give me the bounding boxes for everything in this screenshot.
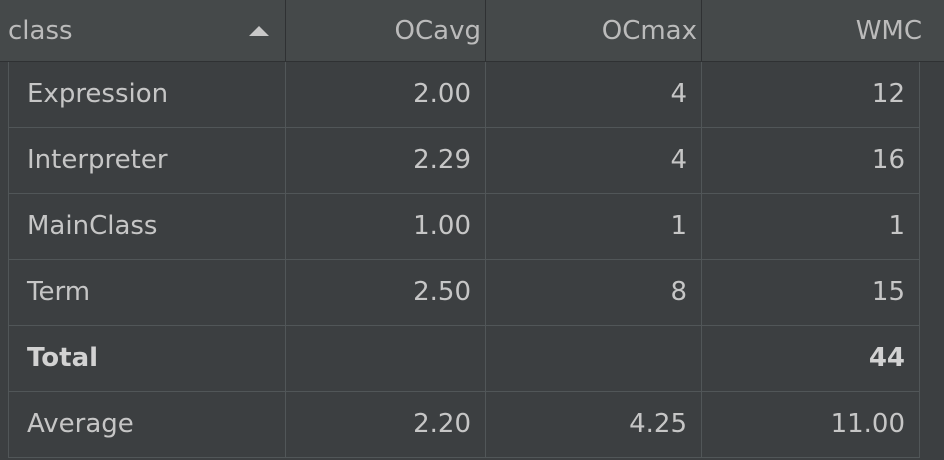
cell-wmc: 16	[702, 128, 920, 193]
cell-ocmax: 4.25	[486, 392, 702, 457]
cell-ocavg: 2.50	[286, 260, 486, 325]
cell-wmc: 15	[702, 260, 920, 325]
table-row[interactable]: Term 2.50 8 15	[8, 260, 920, 326]
cell-ocmax: 1	[486, 194, 702, 259]
column-header-ocavg[interactable]: OCavg	[286, 0, 486, 62]
column-header-wmc-label: WMC	[855, 16, 922, 46]
cell-ocavg: 2.20	[286, 392, 486, 457]
table-row[interactable]: Interpreter 2.29 4 16	[8, 128, 920, 194]
cell-class: MainClass	[8, 194, 286, 259]
cell-ocmax: 8	[486, 260, 702, 325]
column-header-class-label: class	[8, 16, 73, 46]
column-header-wmc[interactable]: WMC	[702, 0, 944, 62]
cell-wmc: 12	[702, 62, 920, 127]
table-row[interactable]: MainClass 1.00 1 1	[8, 194, 920, 260]
cell-wmc: 11.00	[702, 392, 920, 457]
cell-wmc: 1	[702, 194, 920, 259]
column-header-class[interactable]: class	[0, 0, 286, 62]
cell-class: Term	[8, 260, 286, 325]
cell-ocmax	[486, 326, 702, 391]
cell-ocmax: 4	[486, 62, 702, 127]
table-row[interactable]: Expression 2.00 4 12	[8, 62, 920, 128]
cell-class: Average	[8, 392, 286, 457]
column-header-ocmax-label: OCmax	[601, 16, 697, 46]
cell-wmc: 44	[702, 326, 920, 391]
cell-ocavg	[286, 326, 486, 391]
table-right-margin	[920, 62, 944, 460]
cell-ocmax: 4	[486, 128, 702, 193]
cell-ocavg: 1.00	[286, 194, 486, 259]
table-body: Expression 2.00 4 12 Interpreter 2.29 4 …	[0, 62, 944, 460]
column-header-ocavg-label: OCavg	[394, 16, 481, 46]
table-row-total[interactable]: Total 44	[8, 326, 920, 392]
column-header-ocmax[interactable]: OCmax	[486, 0, 702, 62]
cell-class: Total	[8, 326, 286, 391]
cell-class: Interpreter	[8, 128, 286, 193]
cell-ocavg: 2.00	[286, 62, 486, 127]
cell-class: Expression	[8, 62, 286, 127]
cell-ocavg: 2.29	[286, 128, 486, 193]
table-header: class OCavg OCmax WMC	[0, 0, 944, 62]
table-row-average[interactable]: Average 2.20 4.25 11.00	[8, 392, 920, 458]
sort-ascending-icon	[249, 26, 269, 36]
